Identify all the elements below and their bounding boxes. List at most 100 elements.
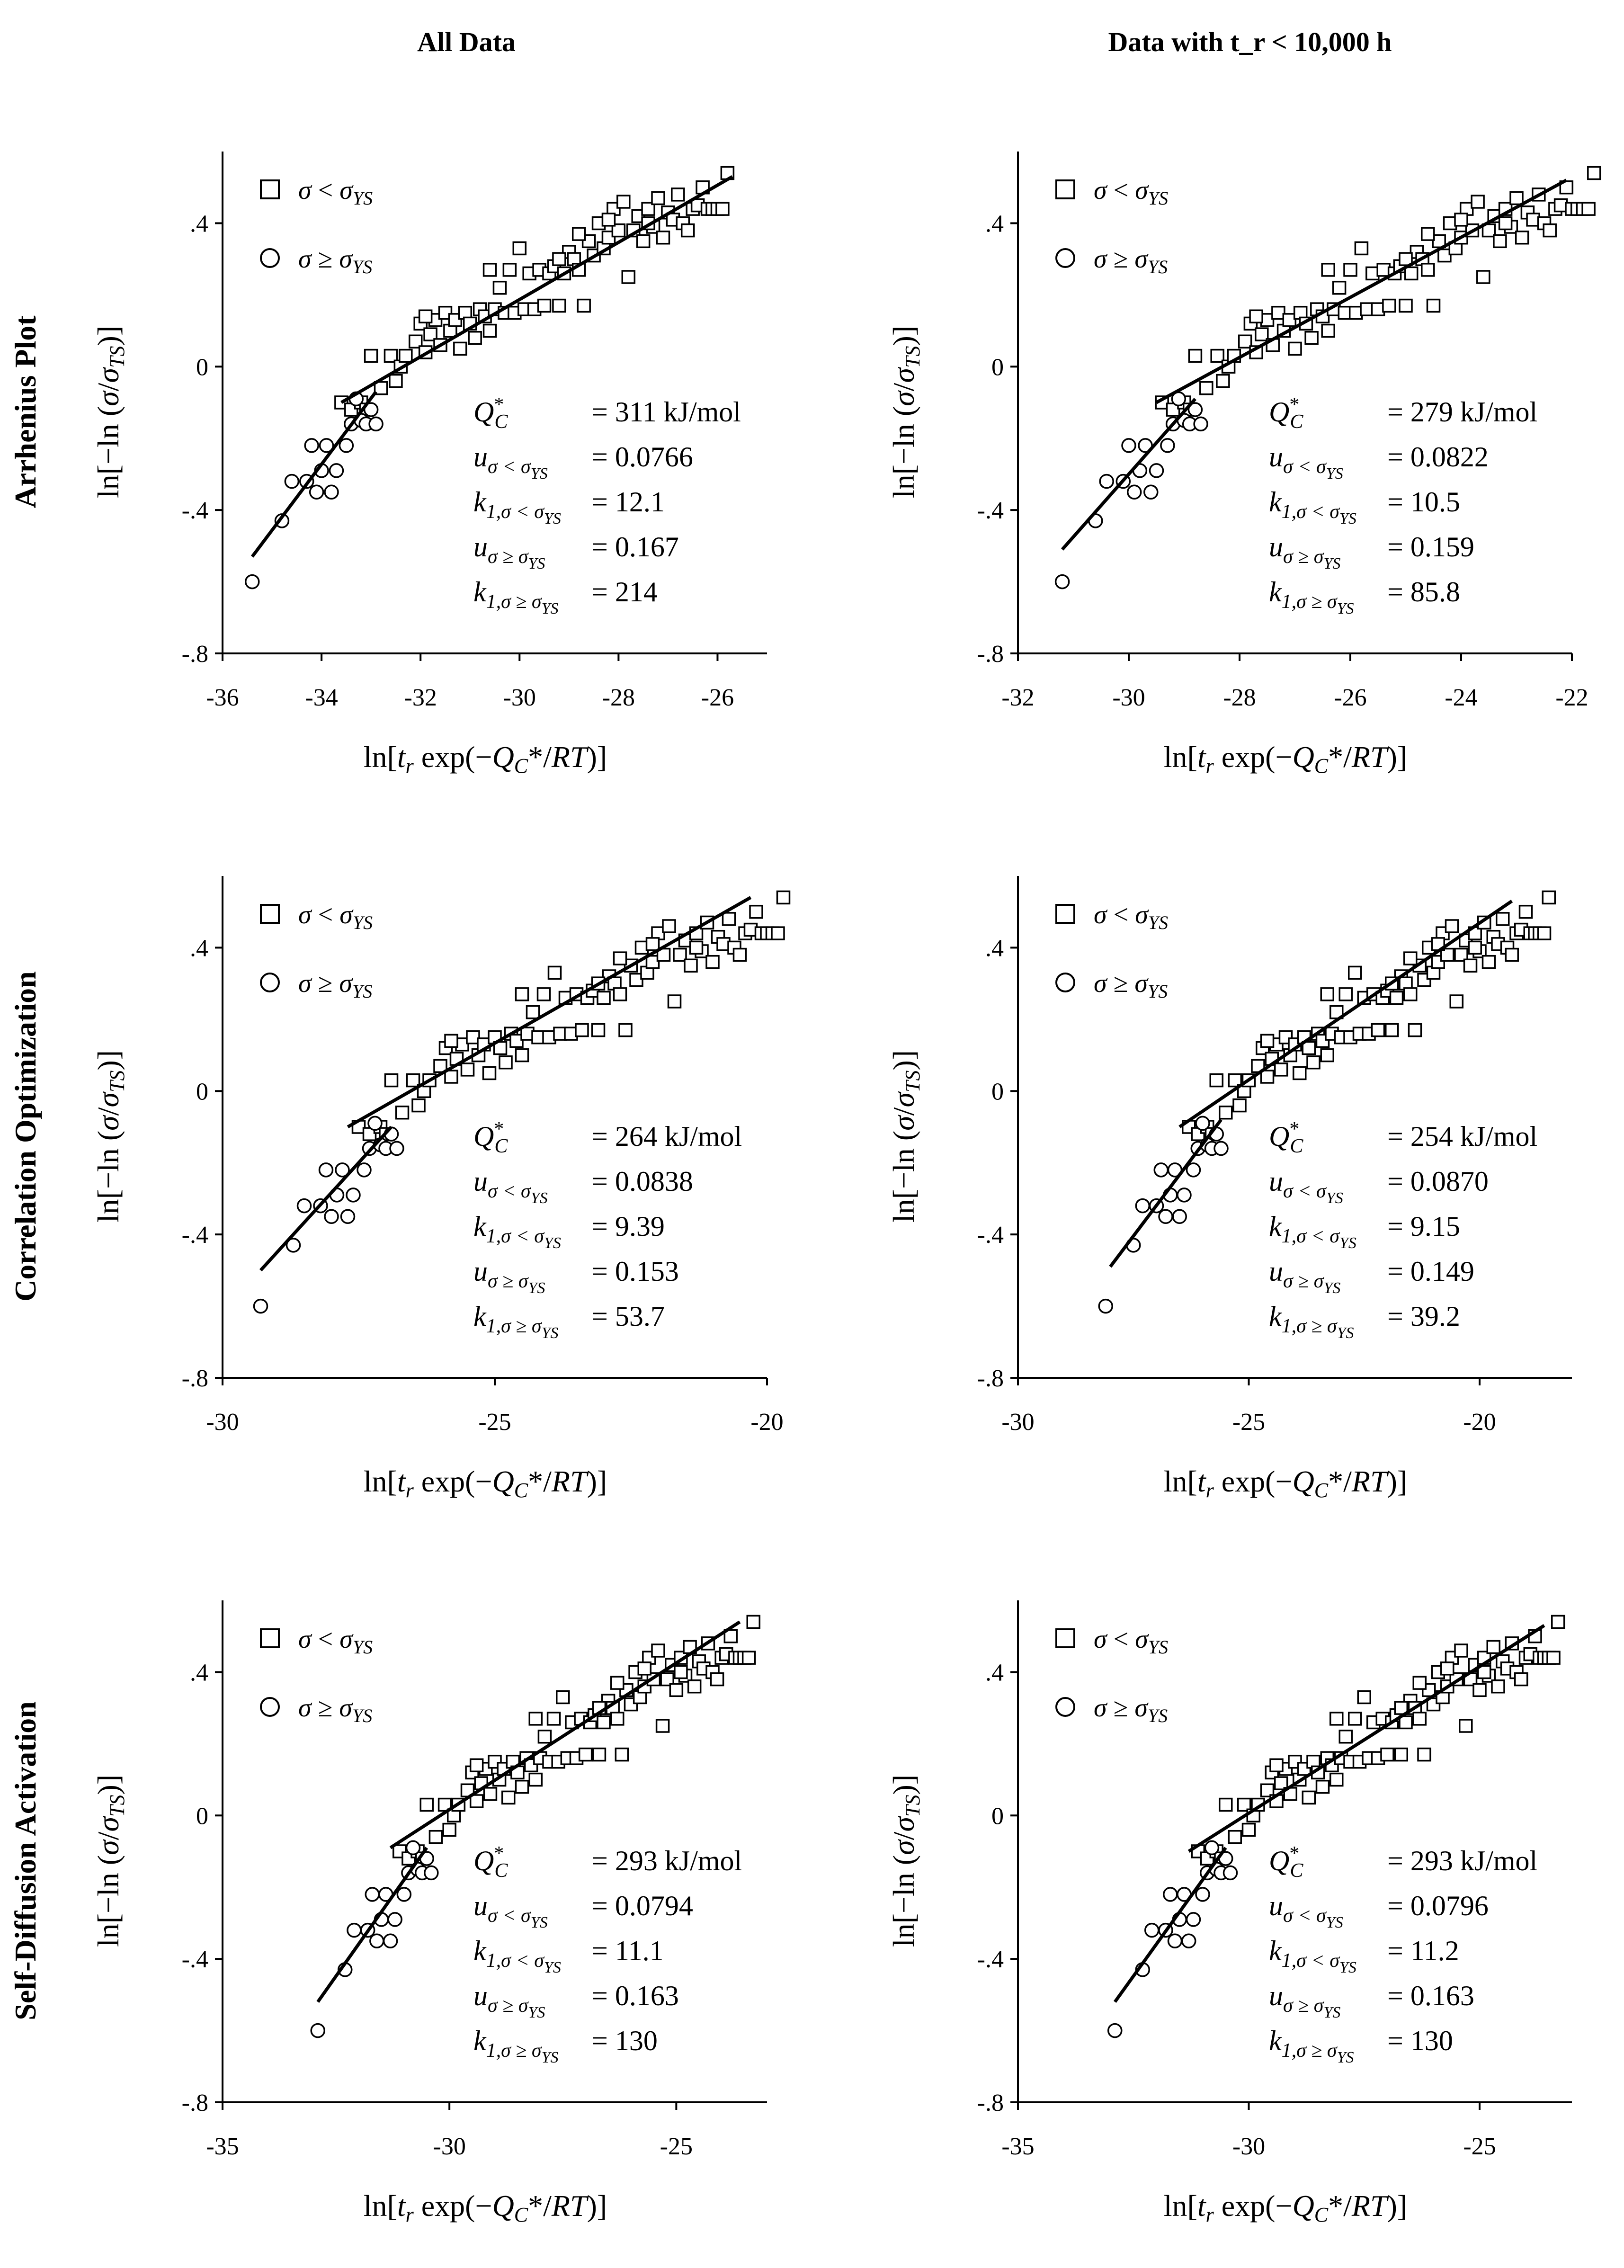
legend-circle-marker xyxy=(260,248,280,268)
x-axis-label: ln[tr exp(−QC*/RT)] xyxy=(1164,2189,1407,2226)
y-tick-label: -.4 xyxy=(977,1222,1004,1249)
data-point-circle xyxy=(405,1840,421,1856)
y-tick-label: -.4 xyxy=(182,1222,208,1249)
data-point-square xyxy=(1493,234,1507,249)
stat-value: = 130 xyxy=(592,2025,658,2056)
data-point-square xyxy=(1496,912,1510,926)
data-point-square xyxy=(610,1712,625,1726)
data-point-square xyxy=(637,1661,651,1676)
fit-line-high-stress xyxy=(1109,1118,1222,1268)
data-point-square xyxy=(1321,263,1335,277)
legend-circle-marker xyxy=(260,1697,280,1717)
x-tick-label: -24 xyxy=(1445,684,1477,711)
y-axis-label: ln[−ln (σ/σTS)] xyxy=(91,1775,129,1947)
stat-label: uσ < σYS xyxy=(473,1890,548,1931)
data-point-circle xyxy=(346,1188,361,1203)
data-point-circle xyxy=(1193,416,1208,432)
data-point-square xyxy=(552,252,566,266)
data-point-square xyxy=(1426,298,1441,313)
data-point-square xyxy=(515,987,529,1001)
y-tick-label: -.4 xyxy=(977,1946,1004,1973)
data-point-square xyxy=(418,309,433,324)
x-tick-label: -35 xyxy=(1001,2133,1034,2160)
legend-square-marker xyxy=(1055,904,1075,924)
legend-square-marker xyxy=(260,904,280,924)
stat-label: uσ ≥ σYS xyxy=(1269,1256,1340,1297)
data-point-circle xyxy=(309,484,324,500)
data-point-square xyxy=(483,1787,498,1801)
data-point-circle xyxy=(324,1209,339,1224)
legend-square-marker xyxy=(1055,179,1075,199)
stat-label: k1,σ ≥ σYS xyxy=(1269,576,1354,617)
data-point-square xyxy=(636,234,651,249)
y-axis-label: ln[−ln (σ/σTS)] xyxy=(91,326,129,498)
stat-label: uσ < σYS xyxy=(1269,1890,1343,1931)
data-point-square xyxy=(705,955,720,969)
data-point-square xyxy=(1403,987,1418,1001)
data-point-square xyxy=(591,1023,606,1037)
data-point-square xyxy=(692,1654,706,1669)
data-point-square xyxy=(433,1059,447,1073)
stat-label: k1,σ < σYS xyxy=(473,486,561,527)
stat-value: = 0.149 xyxy=(1387,1256,1474,1287)
data-point-square xyxy=(515,1048,529,1063)
data-point-square xyxy=(1251,1059,1265,1073)
data-point-square xyxy=(597,1715,611,1730)
data-point-square xyxy=(1191,1127,1205,1141)
stat-label: k1,σ ≥ σYS xyxy=(473,1301,559,1342)
data-point-square xyxy=(746,1615,760,1629)
data-point-square xyxy=(1282,313,1297,327)
y-tick-label: .4 xyxy=(985,210,1004,237)
data-point-circle xyxy=(1158,1209,1173,1224)
data-point-square xyxy=(1357,1690,1371,1705)
data-point-square xyxy=(501,1790,516,1805)
x-tick-label: -30 xyxy=(1232,2133,1265,2160)
stat-label: Q* C xyxy=(473,1118,508,1157)
data-point-square xyxy=(1216,374,1230,388)
data-point-square xyxy=(741,1651,756,1665)
column-title-short-data: Data with t_r < 10,000 h xyxy=(1108,27,1392,57)
legend-label-high-stress: σ ≥ σYS xyxy=(1094,244,1168,277)
data-point-square xyxy=(395,1105,410,1120)
data-point-circle xyxy=(1177,1188,1192,1203)
data-point-square xyxy=(444,1034,458,1048)
panel-3-2: -.8 -.4 0 .4 -35 -30 -25 ln[tr exp(−QC*/RT)] ln[… xyxy=(887,1600,1572,2226)
y-axis-label: ln[−ln (σ/σTS)] xyxy=(91,1050,129,1223)
data-point-square xyxy=(1454,213,1468,227)
data-point-square xyxy=(1382,298,1396,313)
data-point-square xyxy=(597,991,611,1005)
x-tick-label: -22 xyxy=(1555,684,1588,711)
data-point-circle xyxy=(340,1209,356,1224)
data-point-circle xyxy=(1186,1162,1201,1178)
fit-line-low-stress xyxy=(1155,179,1567,404)
x-tick-label: -32 xyxy=(404,684,437,711)
y-tick-label: -.8 xyxy=(182,2089,208,2116)
data-point-square xyxy=(1394,1747,1408,1762)
stat-label: k1,σ < σYS xyxy=(1269,1211,1356,1252)
stat-label: uσ < σYS xyxy=(473,1166,548,1207)
data-point-square xyxy=(641,202,655,216)
data-point-square xyxy=(460,1063,475,1077)
data-point-square xyxy=(578,1747,593,1762)
data-point-square xyxy=(1209,1073,1223,1088)
data-point-square xyxy=(1498,216,1513,231)
data-point-circle xyxy=(383,1933,398,1949)
data-point-square xyxy=(389,374,403,388)
stat-label: Q* C xyxy=(1269,1843,1303,1882)
stat-value: = 0.0838 xyxy=(592,1166,693,1197)
x-tick-label: -28 xyxy=(1223,684,1256,711)
data-point-square xyxy=(1476,270,1490,284)
data-point-circle xyxy=(1054,574,1070,589)
x-axis-label: ln[tr exp(−QC*/RT)] xyxy=(1164,740,1407,777)
stat-value: = 254 kJ/mol xyxy=(1387,1121,1537,1152)
data-point-circle xyxy=(1098,1298,1113,1314)
data-point-square xyxy=(469,1758,484,1773)
data-point-circle xyxy=(1135,1198,1150,1214)
data-point-square xyxy=(468,330,482,345)
data-point-square xyxy=(651,1643,665,1658)
data-point-circle xyxy=(286,1238,301,1253)
data-point-circle xyxy=(1187,402,1203,417)
fit-line-low-stress xyxy=(1187,1624,1545,1853)
data-point-square xyxy=(492,280,507,295)
stat-value: = 0.0822 xyxy=(1387,441,1489,473)
